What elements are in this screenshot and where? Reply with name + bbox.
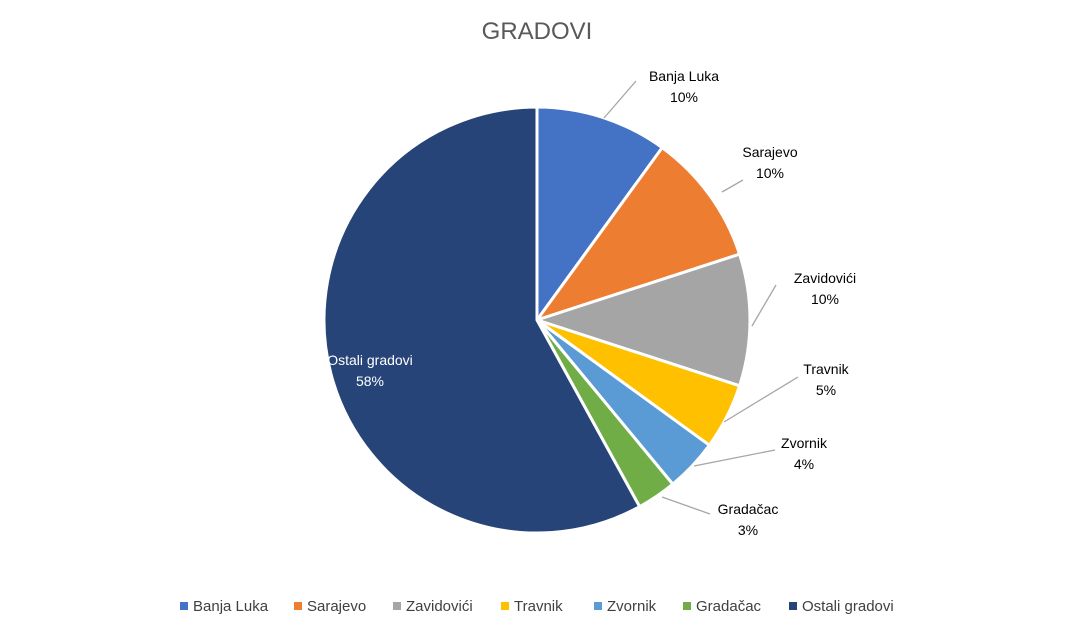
data-label-value-gradacac: 3%: [738, 522, 758, 538]
legend-swatch-zvornik: [594, 602, 602, 610]
slice-ostali-gradovi: [322, 105, 642, 535]
legend-item-sarajevo: Sarajevo: [294, 598, 366, 615]
chart-title: GRADOVI: [482, 18, 593, 45]
leader-line-travnik: [723, 376, 799, 423]
legend-label-banja-luka: Banja Luka: [193, 598, 269, 615]
legend-item-zvornik: Zvornik: [594, 598, 657, 615]
data-labels: Banja Luka 10% Sarajevo 10% Zavidovići 10% Tra…: [327, 68, 856, 538]
leader-line-zavidovici: [751, 284, 777, 327]
legend-swatch-sarajevo: [294, 602, 302, 610]
legend-item-gradacac: Gradačac: [683, 598, 762, 615]
data-label-value-sarajevo: 10%: [756, 165, 784, 181]
legend-label-sarajevo: Sarajevo: [307, 598, 366, 615]
legend-label-zavidovici: Zavidovići: [406, 598, 473, 615]
slice-zavidovici: [532, 252, 752, 388]
legend-item-banja-luka: Banja Luka: [180, 598, 269, 615]
legend-label-ostali-gradovi: Ostali gradovi: [802, 598, 894, 615]
slice-sarajevo: [533, 145, 742, 323]
legend: Banja Luka Sarajevo Zavidovići Travnik Zvorn…: [180, 598, 894, 615]
leader-line-zvornik: [693, 449, 776, 467]
legend-item-zavidovici: Zavidovići: [393, 598, 473, 615]
data-label-value-zvornik: 4%: [794, 456, 814, 472]
data-label-value-zavidovici: 10%: [811, 291, 839, 307]
data-label-value-travnik: 5%: [816, 382, 836, 398]
legend-swatch-zavidovici: [393, 602, 401, 610]
pie-slices: [322, 105, 752, 535]
data-label-value-banja-luka: 10%: [670, 89, 698, 105]
data-label-name-sarajevo: Sarajevo: [742, 144, 797, 160]
data-label-name-zvornik: Zvornik: [781, 435, 828, 451]
leader-lines: [603, 80, 799, 515]
data-label-name-gradacac: Gradačac: [718, 501, 779, 517]
legend-label-travnik: Travnik: [514, 598, 563, 615]
legend-swatch-banja-luka: [180, 602, 188, 610]
data-label-value-ostali-gradovi: 58%: [356, 373, 384, 389]
data-label-name-ostali-gradovi: Ostali gradovi: [327, 352, 413, 368]
slice-banja-luka: [535, 105, 665, 325]
legend-swatch-ostali-gradovi: [789, 602, 797, 610]
legend-label-zvornik: Zvornik: [607, 598, 657, 615]
data-label-name-travnik: Travnik: [803, 361, 849, 377]
leader-line-gradacac: [661, 496, 711, 515]
legend-item-travnik: Travnik: [501, 598, 563, 615]
leader-line-sarajevo: [721, 179, 744, 193]
legend-swatch-gradacac: [683, 602, 691, 610]
data-label-name-zavidovici: Zavidovići: [794, 270, 856, 286]
leader-line-banja-luka: [603, 80, 637, 119]
data-label-name-banja-luka: Banja Luka: [649, 68, 719, 84]
legend-swatch-travnik: [501, 602, 509, 610]
legend-label-gradacac: Gradačac: [696, 598, 762, 615]
legend-item-ostali-gradovi: Ostali gradovi: [789, 598, 894, 615]
